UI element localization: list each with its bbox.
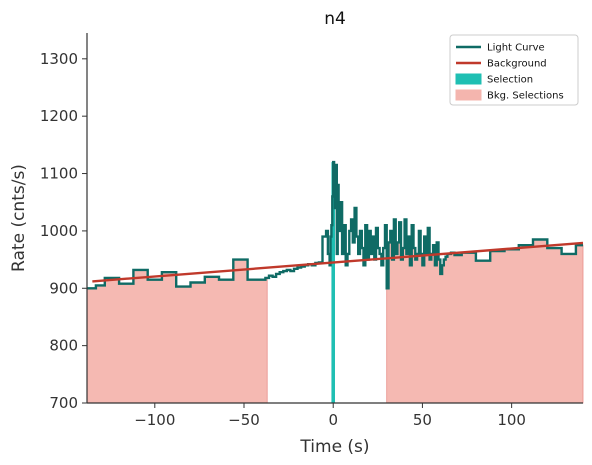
selection-region — [331, 162, 335, 403]
legend-frame — [449, 34, 579, 106]
y-tick-label: 900 — [49, 279, 78, 297]
background-line-layer — [92, 241, 584, 283]
x-tick-label: 100 — [497, 411, 526, 429]
x-tick-label: −50 — [228, 411, 260, 429]
y-tick-label: 1200 — [40, 107, 78, 125]
legend-label: Bkg. Selections — [487, 91, 564, 102]
light-curve-line — [87, 160, 583, 290]
y-tick-label: 1100 — [40, 165, 78, 183]
legend-swatch — [455, 89, 482, 101]
x-axis-label: Time (s) — [299, 437, 369, 457]
legend-swatch — [455, 73, 482, 85]
legend-label: Light Curve — [487, 43, 545, 54]
x-tick-label: 0 — [328, 411, 338, 429]
y-axis-label: Rate (cnts/s) — [9, 164, 29, 272]
legend-label: Background — [487, 59, 547, 70]
y-tick-label: 1300 — [40, 50, 78, 68]
legend-label: Selection — [487, 75, 533, 86]
x-tick-label: 50 — [413, 411, 432, 429]
selection-layer — [331, 162, 335, 403]
x-ticks: −100 −50 0 50 100 — [134, 403, 526, 429]
y-tick-label: 700 — [49, 394, 78, 412]
y-ticks: 700 800 900 1000 1100 1200 1300 — [40, 50, 87, 412]
background-line — [92, 241, 584, 283]
chart-title: n4 — [324, 9, 346, 29]
legend: Light Curve Background Selection Bkg. Selec… — [449, 34, 579, 106]
y-tick-label: 1000 — [40, 222, 78, 240]
light-curve-layer — [87, 160, 583, 290]
y-tick-label: 800 — [49, 337, 78, 355]
x-tick-label: −100 — [134, 411, 175, 429]
